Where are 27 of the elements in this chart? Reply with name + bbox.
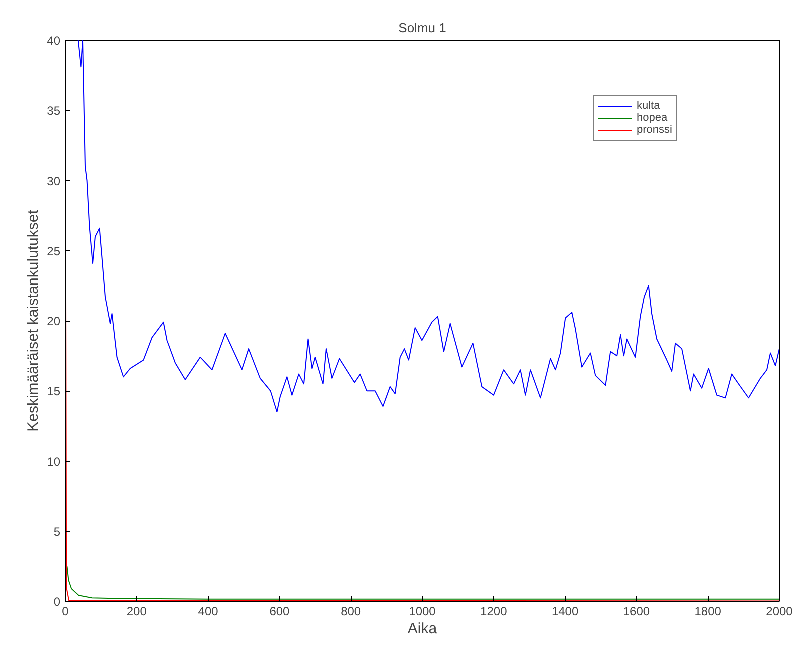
- y-tick-label: 10: [47, 454, 61, 469]
- legend-label: hopea: [637, 112, 668, 124]
- x-tick-label: 1400: [552, 604, 579, 618]
- y-tick-label: 15: [47, 384, 61, 399]
- x-tick-label: 0: [62, 604, 70, 618]
- y-tick-label: 30: [47, 174, 61, 188]
- y-tick-label: 25: [47, 244, 61, 258]
- chart-title: Solmu 1: [398, 20, 446, 36]
- y-tick-label: 0: [54, 595, 61, 609]
- x-tick-label: 200: [126, 604, 148, 618]
- x-tick-label: 1000: [409, 604, 436, 618]
- x-tick-label: 400: [198, 604, 219, 618]
- y-tick-label: 40: [47, 34, 61, 48]
- x-axis-title: Aika: [408, 620, 438, 638]
- x-tick-label: 1200: [480, 604, 508, 618]
- x-tick-label: 600: [270, 604, 290, 618]
- y-tick-label: 5: [54, 524, 61, 539]
- line-series: [78, 40, 780, 413]
- x-tick-label: 800: [341, 604, 362, 618]
- x-tick-label: 1800: [694, 604, 722, 618]
- y-axis-title: Keskimääräiset kaistankulutukset: [25, 209, 42, 432]
- legend-label: pronssi: [637, 124, 672, 136]
- x-tick-label: 2000: [766, 604, 794, 618]
- y-tick-label: 20: [47, 314, 61, 328]
- legend-label: kulta: [637, 100, 660, 112]
- x-tick-label: 1600: [623, 604, 650, 618]
- y-tick-label: 35: [47, 104, 61, 118]
